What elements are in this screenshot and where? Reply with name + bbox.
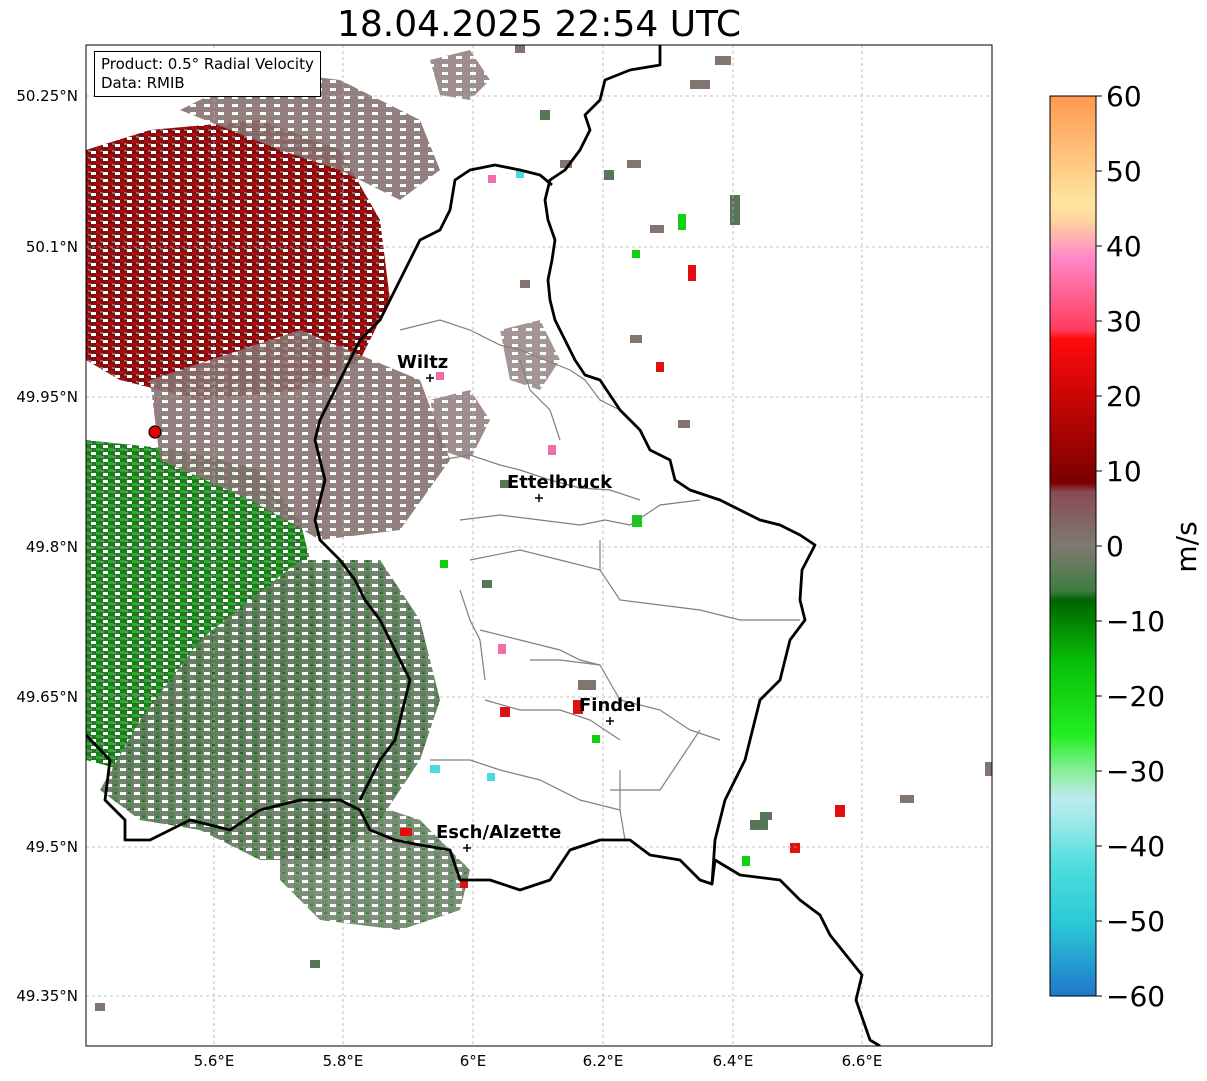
city-label-ettelbruck: Ettelbruck (507, 472, 613, 493)
data-source-text: Data: RMIB (101, 74, 185, 92)
lat-tick-labels: 50.25°N 50.1°N 49.95°N 49.8°N 49.65°N 49… (16, 87, 78, 1005)
city-markers (426, 374, 614, 852)
colorbar (1049, 95, 1097, 997)
lon-tick: 5.8°E (323, 1052, 364, 1070)
city-label-findel: Findel (579, 695, 642, 716)
colorbar-tick-label: 60 (1106, 80, 1142, 113)
lat-tick: 49.95°N (16, 388, 78, 406)
lat-tick: 50.1°N (26, 238, 78, 256)
plot-frame (85, 44, 993, 1047)
lon-tick: 6°E (460, 1052, 487, 1070)
city-marker-wiltz (426, 374, 434, 382)
product-info-box: Product: 0.5° Radial Velocity Data: RMIB (94, 51, 321, 97)
radar-site-marker (148, 425, 162, 439)
product-text: Product: 0.5° Radial Velocity (101, 55, 314, 73)
colorbar-tick-label: −40 (1106, 830, 1165, 863)
lon-tick: 5.6°E (194, 1052, 235, 1070)
colorbar-ticks: 60 50 40 30 20 10 0 −10 −20 −30 −40 −50 −60 (1096, 80, 1165, 1013)
colorbar-tick-label: 0 (1106, 530, 1124, 563)
city-marker-esch (463, 844, 471, 852)
colorbar-unit-label: m/s (1170, 521, 1203, 572)
city-label-esch-alzette: Esch/Alzette (436, 822, 561, 843)
lon-tick: 6.6°E (842, 1052, 883, 1070)
lat-tick: 49.8°N (26, 538, 78, 556)
colorbar-tick-label: −60 (1106, 980, 1165, 1013)
colorbar-tick-label: 40 (1106, 230, 1142, 263)
canton-boundaries (399, 319, 800, 841)
city-marker-ettelbruck (535, 494, 543, 502)
colorbar-tick-label: 10 (1106, 455, 1142, 488)
colorbar-tick-label: 30 (1106, 305, 1142, 338)
lon-tick: 6.2°E (583, 1052, 624, 1070)
lat-tick: 49.5°N (26, 838, 78, 856)
country-borders (86, 45, 881, 1046)
colorbar-tick-label: −20 (1106, 680, 1165, 713)
lon-tick: 6.4°E (713, 1052, 754, 1070)
colorbar-tick-label: −10 (1106, 605, 1165, 638)
lon-tick-labels: 5.6°E 5.8°E 6°E 6.2°E 6.4°E 6.6°E (194, 1052, 883, 1070)
city-marker-findel (606, 717, 614, 725)
colorbar-tick-label: 20 (1106, 380, 1142, 413)
radar-echoes (86, 45, 992, 1011)
colorbar-tick-label: −50 (1106, 905, 1165, 938)
lat-tick: 49.35°N (16, 987, 78, 1005)
lat-tick: 49.65°N (16, 688, 78, 706)
gridlines (86, 45, 992, 1046)
map-title: 18.04.2025 22:54 UTC (336, 4, 742, 45)
lat-tick: 50.25°N (16, 87, 78, 105)
colorbar-tick-label: 50 (1106, 155, 1142, 188)
colorbar-tick-label: −30 (1106, 755, 1165, 788)
city-label-wiltz: Wiltz (397, 352, 448, 373)
